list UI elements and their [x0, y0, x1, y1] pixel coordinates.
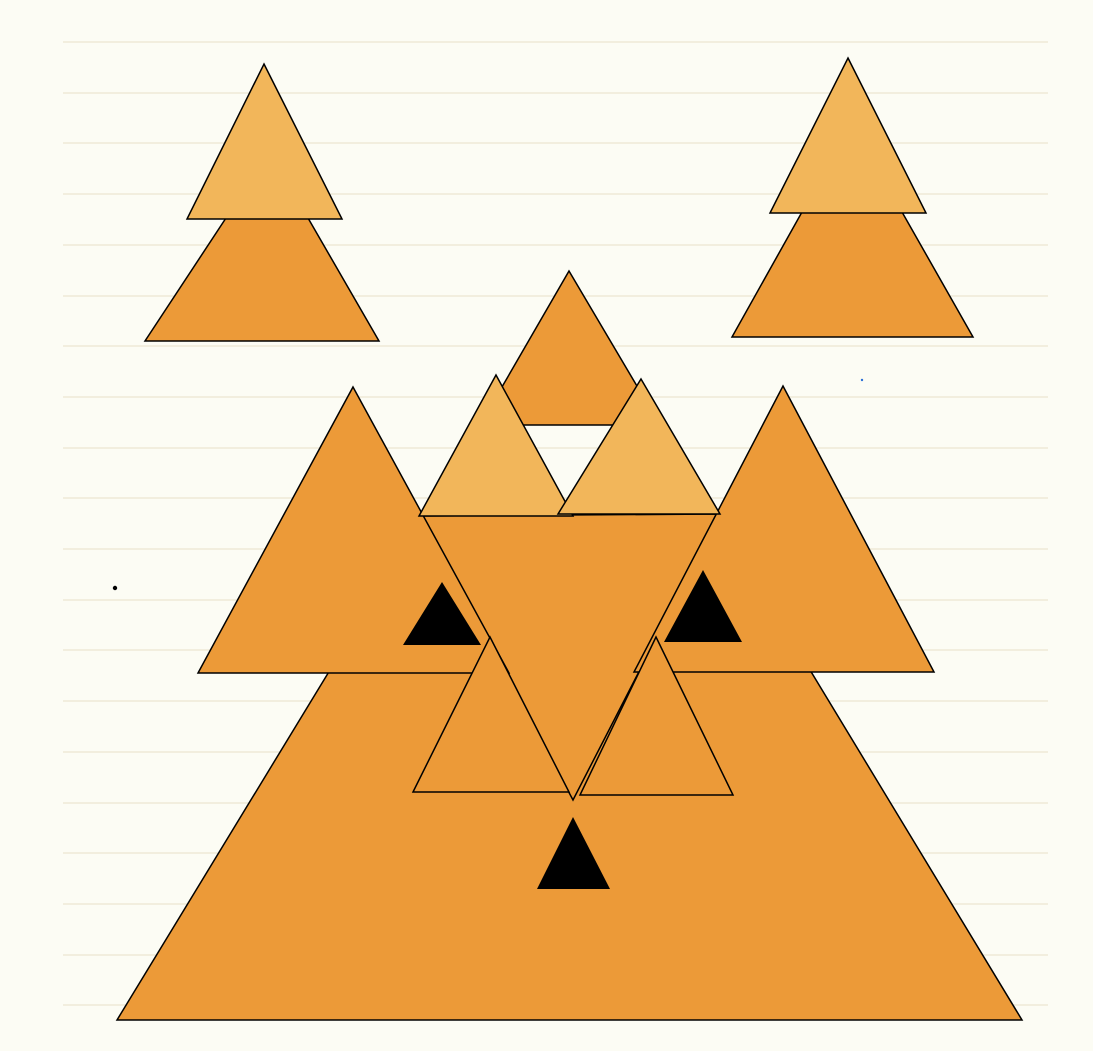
fox-left-cheek-triangle [411, 635, 571, 793]
left-tree-lower-triangle [143, 217, 381, 342]
fox-right-cheek-triangle [578, 635, 735, 796]
left-tree-upper-triangle [185, 62, 344, 220]
fox-right-eye-icon [664, 570, 742, 642]
fox-forehead-triangle [478, 269, 662, 426]
right-tree-upper-triangle [768, 56, 928, 214]
fox-left-eye-icon [403, 582, 481, 645]
right-tree-lower-triangle [730, 211, 975, 338]
left-tree [143, 62, 381, 342]
fox-left-light-triangle [417, 373, 575, 517]
fox-nose-icon [537, 817, 610, 889]
fox-right-light-triangle [556, 377, 722, 515]
stray-dot-black [112, 585, 118, 591]
stray-dot-blue [860, 378, 864, 382]
fox-head [115, 269, 1024, 1021]
right-tree [730, 56, 975, 338]
